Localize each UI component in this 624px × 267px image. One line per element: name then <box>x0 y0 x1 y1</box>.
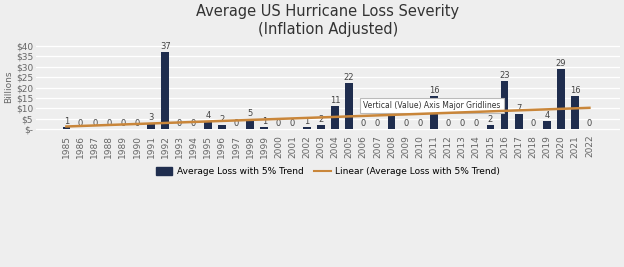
Text: 0: 0 <box>134 119 140 128</box>
Bar <box>345 83 353 129</box>
Text: 0: 0 <box>474 119 479 128</box>
Text: 16: 16 <box>429 86 439 95</box>
Text: 0: 0 <box>403 119 408 128</box>
Text: 4: 4 <box>544 111 550 120</box>
Text: 0: 0 <box>106 119 112 128</box>
Text: 0: 0 <box>78 119 83 128</box>
Bar <box>543 121 551 129</box>
Bar <box>317 125 324 129</box>
Y-axis label: Billions: Billions <box>4 71 13 103</box>
Text: 22: 22 <box>344 73 354 82</box>
Text: 3: 3 <box>149 113 154 122</box>
Text: 2: 2 <box>219 115 225 124</box>
Bar <box>218 125 226 129</box>
Bar <box>204 121 212 129</box>
Bar <box>303 127 311 129</box>
Bar <box>430 96 438 129</box>
Bar <box>147 123 155 129</box>
Text: 0: 0 <box>276 119 281 128</box>
Bar <box>572 96 579 129</box>
Text: 5: 5 <box>248 109 253 117</box>
Text: 2: 2 <box>318 115 323 124</box>
Text: 7: 7 <box>516 104 522 113</box>
Text: 0: 0 <box>290 119 295 128</box>
Bar <box>331 106 339 129</box>
Text: 0: 0 <box>177 119 182 128</box>
Text: 0: 0 <box>530 119 535 128</box>
Bar <box>557 69 565 129</box>
Bar <box>260 127 268 129</box>
Text: 0: 0 <box>417 119 422 128</box>
Text: 11: 11 <box>329 96 340 105</box>
Text: 10: 10 <box>386 98 397 107</box>
Text: 1: 1 <box>261 117 267 126</box>
Text: 1: 1 <box>304 117 310 126</box>
Title: Average US Hurricane Loss Severity
(Inflation Adjusted): Average US Hurricane Loss Severity (Infl… <box>197 4 459 37</box>
Bar <box>515 115 523 129</box>
Legend: Average Loss with 5% Trend, Linear (Average Loss with 5% Trend): Average Loss with 5% Trend, Linear (Aver… <box>152 164 504 180</box>
Text: 29: 29 <box>556 59 567 68</box>
Text: 0: 0 <box>120 119 125 128</box>
Text: 37: 37 <box>160 42 171 51</box>
Text: 0: 0 <box>191 119 196 128</box>
Text: 23: 23 <box>499 71 510 80</box>
Text: 1: 1 <box>64 117 69 126</box>
Text: 0: 0 <box>446 119 451 128</box>
Text: 0: 0 <box>587 119 592 128</box>
Text: 2: 2 <box>488 115 493 124</box>
Text: 0: 0 <box>459 119 465 128</box>
Bar <box>246 119 254 129</box>
Bar <box>62 127 71 129</box>
Text: 0: 0 <box>233 119 238 128</box>
Text: 4: 4 <box>205 111 210 120</box>
Text: Vertical (Value) Axis Major Gridlines: Vertical (Value) Axis Major Gridlines <box>363 101 500 110</box>
Text: 16: 16 <box>570 86 580 95</box>
Text: 0: 0 <box>92 119 97 128</box>
Bar <box>487 125 494 129</box>
Bar <box>162 52 169 129</box>
Bar <box>388 108 396 129</box>
Bar <box>500 81 509 129</box>
Text: 0: 0 <box>375 119 380 128</box>
Text: 0: 0 <box>361 119 366 128</box>
